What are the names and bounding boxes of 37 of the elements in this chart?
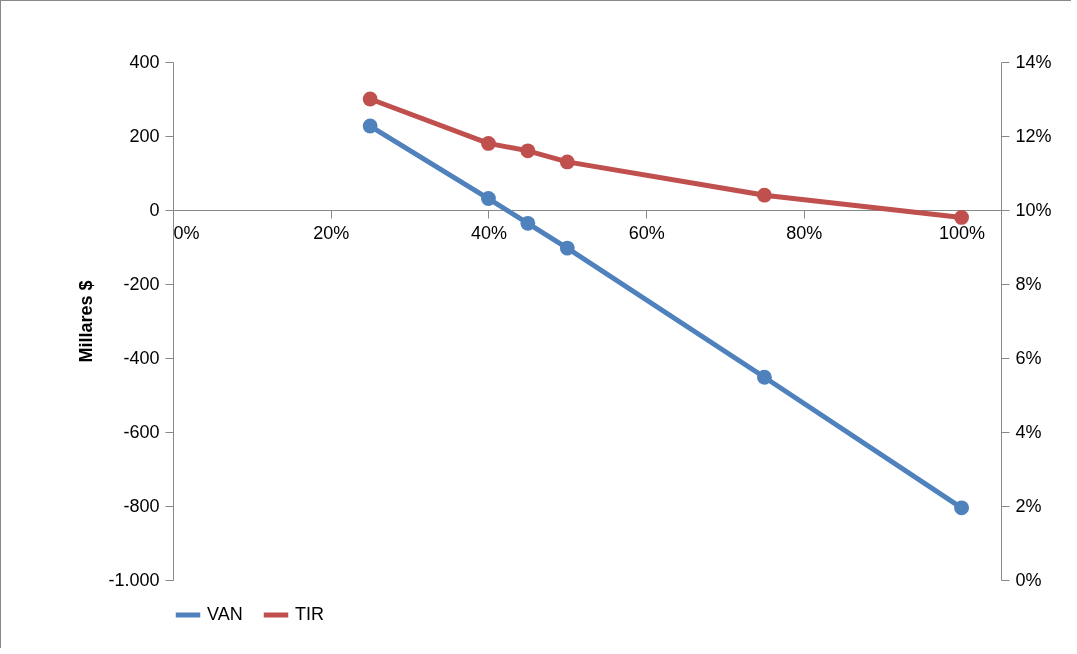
point [362, 91, 378, 107]
x-tick-label: 60% [628, 222, 665, 243]
y2-tick-label: 4% [1015, 421, 1042, 442]
y2-tick-label: 0% [1015, 569, 1042, 590]
legend-label: VAN [207, 604, 243, 624]
point [481, 191, 496, 206]
point [757, 369, 772, 385]
y2-tick-label: 8% [1015, 273, 1042, 294]
y-tick-label: -1.000 [108, 569, 160, 590]
y2-tick-label: 10% [1015, 199, 1052, 220]
y-tick-label: -200 [123, 273, 160, 294]
point [559, 154, 575, 170]
point [362, 118, 378, 134]
point [481, 136, 496, 151]
point [757, 187, 772, 203]
y2-tick-label: 12% [1015, 125, 1052, 146]
point [559, 240, 575, 256]
y2-tick-label: 2% [1015, 495, 1042, 516]
x-tick-label: 0% [173, 222, 200, 243]
y2-tick-label: 6% [1015, 347, 1042, 368]
x-tick-label: 40% [470, 222, 507, 243]
y-tick-label: 0 [149, 199, 160, 220]
x-tick-label: 20% [313, 222, 350, 243]
y-tick-label: 200 [129, 125, 160, 146]
point [954, 210, 969, 225]
point [520, 215, 536, 231]
y-tick-label: -600 [123, 421, 160, 442]
y-tick-label: 400 [129, 51, 160, 72]
point [520, 143, 536, 159]
legend-label: TIR [295, 604, 324, 624]
x-tick-label: 80% [786, 222, 823, 243]
point [954, 500, 969, 516]
y-tick-label: -400 [123, 347, 160, 368]
y-tick-label: -800 [123, 495, 160, 516]
y-axis-title: Millares $ [76, 280, 97, 363]
y2-tick-label: 14% [1015, 51, 1052, 72]
x-tick-label: 100% [939, 222, 986, 243]
